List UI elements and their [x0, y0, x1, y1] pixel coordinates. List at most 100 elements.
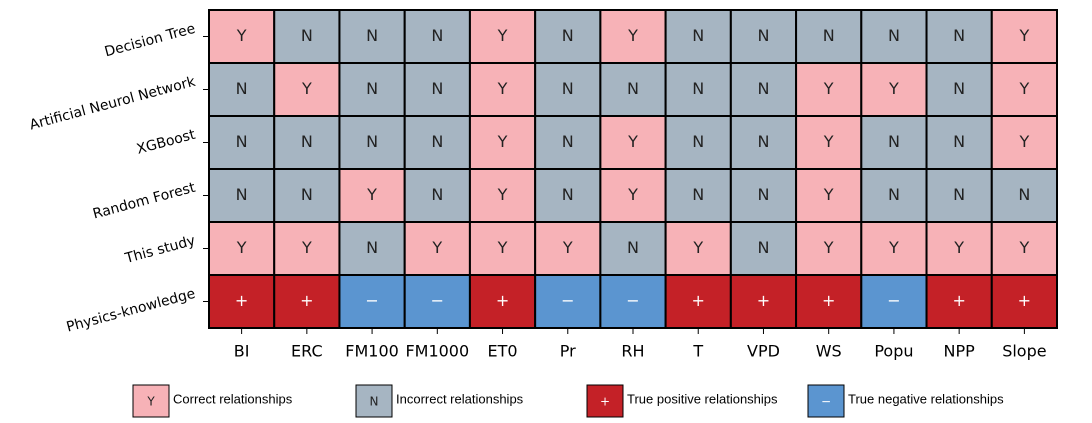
- cell-label: Y: [497, 26, 508, 45]
- cell-label: N: [627, 79, 639, 98]
- cell-label: +: [952, 291, 965, 310]
- cell-label: N: [431, 132, 443, 151]
- cell-label: +: [300, 291, 313, 310]
- cell-label: N: [236, 79, 248, 98]
- cell: [860, 168, 928, 223]
- legend-swatch: [586, 384, 624, 418]
- cell-label: N: [236, 185, 248, 204]
- legend-symbol: N: [370, 395, 379, 409]
- cell: [860, 274, 928, 329]
- cell: [403, 274, 471, 329]
- row-label: Artificial Neurol Network: [28, 74, 198, 134]
- cell-label: Y: [1018, 238, 1029, 257]
- cell: [795, 115, 863, 170]
- cell: [990, 274, 1058, 329]
- cell-label: N: [301, 26, 313, 45]
- cell: [468, 115, 537, 170]
- cell-label: N: [562, 185, 574, 204]
- cell: [795, 168, 863, 223]
- row-label: Random Forest: [91, 180, 197, 223]
- legend-label: Correct relationships: [173, 391, 293, 406]
- cell-label: Y: [823, 132, 834, 151]
- cell-label: N: [692, 132, 704, 151]
- x-tick-label: ERC: [291, 342, 323, 361]
- cell-label: N: [953, 79, 965, 98]
- cell: [664, 9, 732, 64]
- x-tick-label: Popu: [874, 342, 913, 361]
- cell-label: N: [301, 132, 313, 151]
- cell: [990, 115, 1058, 170]
- cell-label: N: [366, 26, 378, 45]
- cell-label: N: [692, 185, 704, 204]
- cell-label: N: [431, 26, 443, 45]
- cell: [599, 62, 667, 117]
- cell: [990, 62, 1058, 117]
- cell-label: +: [692, 291, 705, 310]
- cell-label: Y: [953, 238, 964, 257]
- cell-label: N: [1018, 185, 1030, 204]
- cell-label: N: [757, 132, 769, 151]
- cell: [273, 274, 341, 329]
- cell: [925, 274, 993, 329]
- x-tick-label: FM1000: [405, 342, 469, 361]
- cell-label: Y: [1018, 79, 1029, 98]
- cell-label: Y: [692, 238, 703, 257]
- cell-label: Y: [823, 185, 834, 204]
- cell: [208, 274, 276, 329]
- cell-label: +: [1018, 291, 1031, 310]
- cell: [729, 62, 798, 117]
- cell-label: N: [562, 26, 574, 45]
- cell: [208, 62, 276, 117]
- cell-label: N: [757, 238, 769, 257]
- cell-label: N: [366, 238, 378, 257]
- cell-label: Y: [366, 185, 377, 204]
- cell: [599, 274, 667, 329]
- cell-label: N: [757, 79, 769, 98]
- cell: [273, 221, 341, 276]
- cell: [599, 168, 667, 223]
- cell: [925, 168, 993, 223]
- cell: [403, 62, 471, 117]
- cell: [729, 221, 798, 276]
- cell-label: Y: [627, 26, 638, 45]
- cell-label: N: [431, 79, 443, 98]
- cell-label: −: [626, 291, 639, 310]
- x-tick-label: Pr: [560, 342, 576, 361]
- cell: [860, 115, 928, 170]
- cell-label: N: [431, 185, 443, 204]
- cell: [990, 168, 1058, 223]
- cell: [403, 221, 471, 276]
- cell-label: Y: [236, 238, 247, 257]
- cell-label: N: [953, 132, 965, 151]
- row-label: Physics-knowledge: [65, 286, 197, 336]
- cell: [925, 221, 993, 276]
- cell-label: N: [823, 26, 835, 45]
- cell-label: Y: [497, 238, 508, 257]
- cell-label: N: [757, 185, 769, 204]
- cell-label: N: [692, 26, 704, 45]
- x-tick-label: ET0: [488, 342, 518, 361]
- x-tick-label: FM100: [345, 342, 399, 361]
- cell: [729, 274, 798, 329]
- cell: [664, 274, 732, 329]
- cell: [990, 221, 1058, 276]
- cell-label: N: [888, 26, 900, 45]
- cell-label: −: [887, 291, 900, 310]
- cell: [599, 221, 667, 276]
- cell-label: Y: [431, 238, 442, 257]
- cell-label: +: [496, 291, 509, 310]
- legend-symbol: +: [600, 395, 610, 409]
- legend-swatch: [132, 384, 170, 418]
- cell-label: N: [627, 238, 639, 257]
- cell-label: Y: [627, 185, 638, 204]
- cell: [338, 168, 406, 223]
- cell: [338, 62, 406, 117]
- cell-label: N: [888, 185, 900, 204]
- cell: [338, 221, 406, 276]
- cell-label: Y: [823, 238, 834, 257]
- cell-label: Y: [301, 79, 312, 98]
- x-tick-label: WS: [816, 342, 842, 361]
- x-tick-label: RH: [621, 342, 644, 361]
- cell-label: N: [757, 26, 769, 45]
